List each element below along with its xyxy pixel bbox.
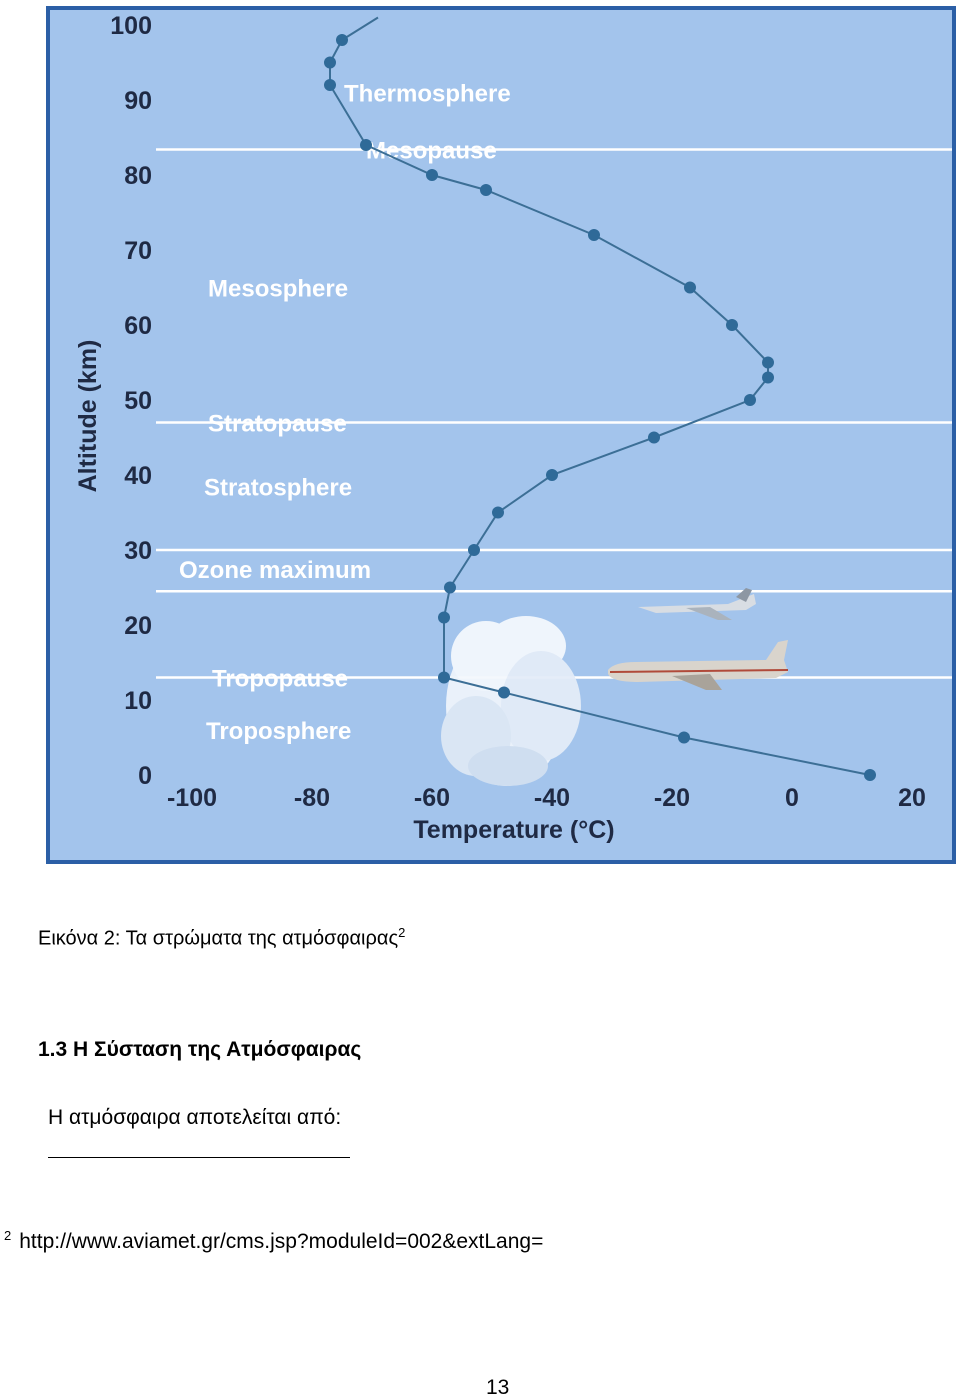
temperature-altitude-chart: Thermosphere Mesopause Mesosphere Stratopau… [46, 6, 956, 864]
x-tick-label: -100 [167, 784, 217, 812]
layer-label: Mesopause [366, 138, 497, 165]
data-point [492, 506, 504, 519]
y-tick-label: 20 [124, 612, 152, 640]
data-point [678, 731, 690, 744]
x-tick-label: -40 [534, 784, 570, 812]
footnote-number: 2 [4, 1228, 12, 1243]
data-point [468, 544, 480, 556]
layer-label: Ozone maximum [179, 557, 371, 584]
data-point [360, 139, 372, 151]
y-axis-ticks: 0 10 20 30 40 50 60 70 80 90 100 [110, 12, 152, 790]
data-point [480, 184, 492, 196]
y-tick-label: 80 [124, 162, 152, 190]
data-point [684, 281, 696, 294]
atmosphere-layers-figure: Thermosphere Mesopause Mesosphere Stratopau… [46, 6, 956, 864]
data-point [438, 611, 450, 624]
data-point [438, 671, 450, 684]
x-tick-label: -20 [654, 784, 690, 812]
layer-label: Stratopause [208, 411, 347, 438]
y-tick-label: 60 [124, 312, 152, 340]
y-tick-label: 10 [124, 687, 152, 715]
data-point [444, 581, 456, 594]
data-point [336, 34, 348, 46]
data-point [744, 394, 756, 406]
x-tick-label: -60 [414, 784, 450, 812]
data-point [726, 319, 738, 331]
y-tick-label: 90 [124, 87, 152, 115]
y-tick-label: 0 [138, 762, 152, 790]
temperature-profile-series [324, 16, 876, 781]
footnote: 2 http://www.aviamet.gr/cms.jsp?moduleId=… [4, 1228, 543, 1254]
y-tick-label: 70 [124, 237, 152, 265]
y-tick-label: 50 [124, 387, 152, 415]
data-point [588, 229, 600, 241]
figure-caption: Εικόνα 2: Τα στρώματα της ατμόσφαιρας2 [38, 925, 405, 951]
y-tick-label: 40 [124, 462, 152, 490]
x-tick-label: 20 [898, 784, 926, 812]
y-tick-label: 30 [124, 537, 152, 565]
figure-caption-footnote-ref: 2 [398, 925, 406, 940]
data-point [546, 469, 558, 481]
layer-label: Mesosphere [208, 276, 348, 303]
airliner-icon [608, 640, 789, 690]
data-point [324, 56, 336, 69]
data-point [864, 769, 876, 781]
y-tick-label: 100 [110, 12, 152, 40]
x-axis-ticks: -100 -80 -60 -40 -20 0 20 [167, 784, 926, 812]
y-axis-label: Altitude (km) [74, 340, 102, 493]
cumulonimbus-cloud-icon [441, 616, 581, 786]
section-heading: 1.3 Η Σύσταση της Ατμόσφαιρας [38, 1038, 362, 1061]
data-point [762, 371, 774, 384]
x-tick-label: 0 [785, 784, 799, 812]
layer-label: Troposphere [206, 718, 351, 745]
page-number: 13 [486, 1376, 510, 1399]
jet-plane-icon [638, 588, 756, 620]
body-paragraph: Η ατμόσφαιρα αποτελείται από: [48, 1106, 342, 1129]
x-axis-label: Temperature (°C) [413, 816, 614, 844]
footnote-link[interactable]: http://www.aviamet.gr/cms.jsp?moduleId=0… [19, 1230, 544, 1253]
data-point [498, 686, 510, 699]
layer-boundaries [156, 148, 952, 679]
layer-label: Thermosphere [344, 81, 511, 108]
data-point [648, 431, 660, 444]
footnote-separator [48, 1157, 350, 1158]
layer-label: Tropopause [212, 666, 348, 693]
data-point [426, 169, 438, 181]
figure-caption-text: Εικόνα 2: Τα στρώματα της ατμόσφαιρας [38, 927, 399, 950]
data-point [762, 356, 774, 369]
data-point [324, 79, 336, 91]
x-tick-label: -80 [294, 784, 330, 812]
layer-labels: Thermosphere Mesopause Mesosphere Stratopau… [179, 81, 511, 746]
layer-label: Stratosphere [204, 474, 352, 501]
